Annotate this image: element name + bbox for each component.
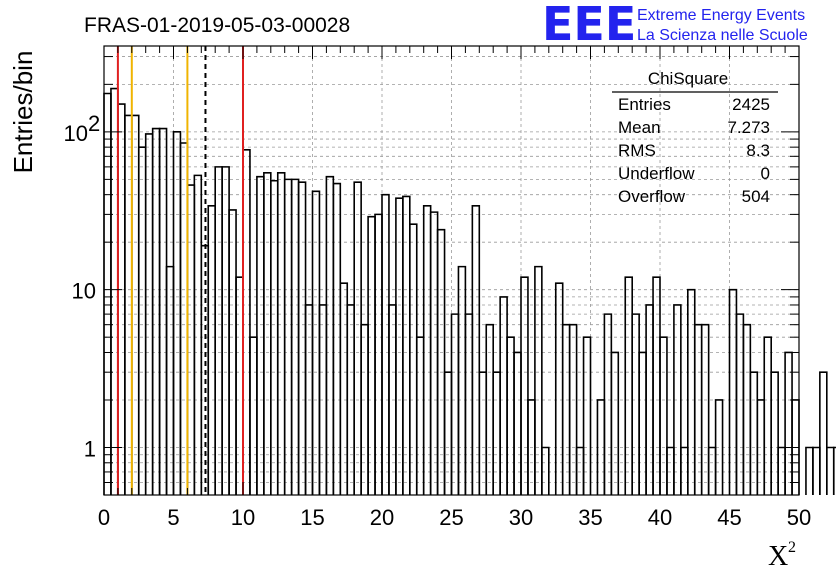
histogram-bin: [436, 228, 446, 495]
stats-label-mean: Mean: [618, 118, 661, 137]
stats-value-overflow: 504: [742, 187, 770, 206]
x-axis-label: X 2: [768, 539, 796, 572]
stats-value-rms: 8.3: [746, 141, 770, 160]
histogram-bin: [659, 336, 668, 495]
histogram-bin: [819, 371, 828, 495]
x-axis-label-superscript: 2: [788, 539, 796, 556]
x-tick-label: 40: [648, 505, 672, 530]
y-tick-label: 10: [72, 279, 96, 304]
chart-title: FRAS-01-2019-05-03-00028: [84, 14, 350, 37]
histogram-bin: [832, 446, 836, 495]
histogram-bin: [520, 276, 529, 495]
stats-value-underflow: 0: [761, 164, 770, 183]
brand-line-2: La Scienza nelle Scuole: [637, 27, 808, 44]
x-tick-label: 15: [300, 505, 324, 530]
x-tick-label: 50: [787, 505, 811, 530]
x-tick-label: 10: [231, 505, 255, 530]
histogram-bin: [534, 265, 543, 495]
stats-label-entries: Entries: [618, 95, 671, 114]
y-tick-label: 1: [84, 436, 96, 461]
x-tick-label: 20: [370, 505, 394, 530]
y-tick-label-superscript: 2: [88, 111, 100, 136]
eee-logo: EEE Extreme Energy Events La Scienza nel…: [542, 0, 808, 51]
stats-label-underflow: Underflow: [618, 164, 695, 183]
stats-value-mean: 7.273: [727, 118, 770, 137]
histogram-bin: [541, 446, 550, 495]
histogram-bin: [582, 336, 592, 495]
x-tick-label: 25: [439, 505, 463, 530]
histogram-bin: [568, 323, 578, 495]
x-tick-label: 45: [717, 505, 741, 530]
brand-line-1: Extreme Energy Events: [637, 7, 805, 24]
histogram-bin: [471, 205, 481, 495]
x-axis-label-text: X: [768, 541, 788, 572]
y-axis-label: Entries/bin: [8, 51, 38, 174]
stats-box: ChiSquare Entries 2425 Mean 7.273 RMS 8.…: [612, 69, 778, 206]
eee-logo-text: EEE: [542, 0, 636, 51]
histogram-bin: [770, 371, 779, 495]
x-tick-label: 5: [167, 505, 179, 530]
x-tick-label: 35: [578, 505, 602, 530]
histogram-bin: [714, 399, 724, 495]
stats-label-rms: RMS: [618, 141, 656, 160]
histogram-bin: [610, 351, 620, 495]
y-tick-label: 10: [64, 121, 88, 146]
stats-label-overflow: Overflow: [618, 187, 686, 206]
x-tick-label: 0: [98, 505, 110, 530]
marker-lines: [116, 46, 244, 495]
stats-box-title: ChiSquare: [648, 69, 728, 88]
histogram-bin: [673, 304, 682, 495]
x-tick-label: 30: [509, 505, 533, 530]
stats-value-entries: 2425: [732, 95, 770, 114]
histogram-bin: [700, 323, 710, 495]
